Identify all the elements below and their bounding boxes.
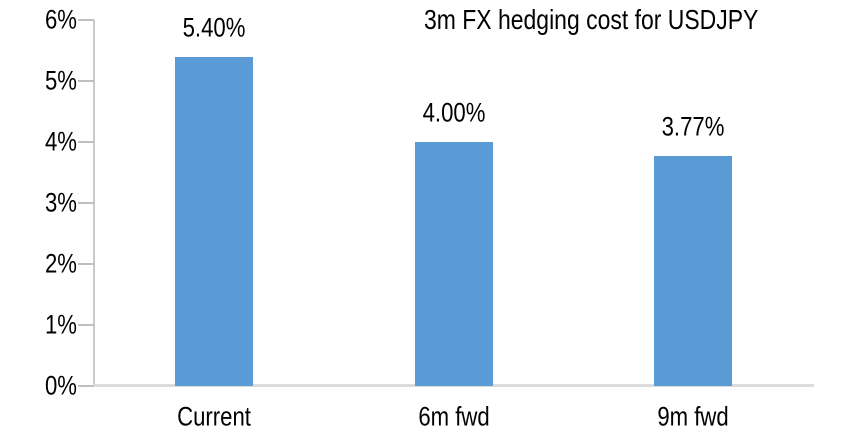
y-axis-tick [78,80,94,82]
x-axis-category-label: Current [177,401,251,432]
y-axis-tick [78,324,94,326]
bar-9m-fwd [654,156,732,386]
bar-value-label: 4.00% [422,97,486,128]
y-axis-label: 6% [44,4,77,35]
chart-title: 3m FX hedging cost for USDJPY [424,4,759,35]
y-axis-tick [78,141,94,143]
y-axis-label: 1% [44,309,77,340]
bar-value-label: 5.40% [182,12,246,43]
y-axis-label: 5% [44,65,77,96]
bar-value-label: 3.77% [661,111,725,142]
x-axis-category-label: 6m fwd [418,401,490,432]
y-axis-tick [78,263,94,265]
y-axis-label: 4% [44,126,77,157]
y-axis-tick [78,202,94,204]
bar-6m-fwd [415,142,493,386]
bar-current [175,56,253,386]
y-axis-tick [78,19,94,21]
y-axis-label: 3% [44,187,77,218]
y-axis-label: 2% [44,248,77,279]
x-axis-category-label: 9m fwd [657,401,729,432]
y-axis-line [93,20,95,387]
y-axis-label: 0% [44,370,77,401]
y-axis-tick [78,385,94,387]
